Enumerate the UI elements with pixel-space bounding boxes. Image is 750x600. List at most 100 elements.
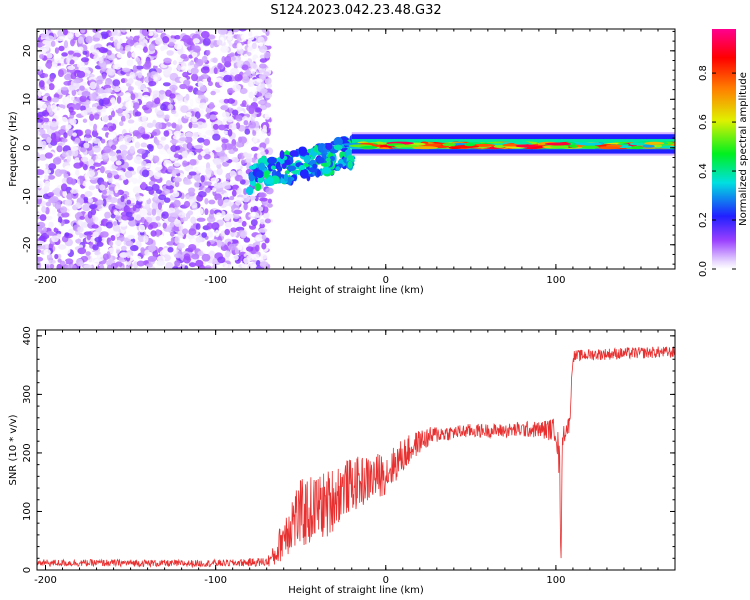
- heatmap-cell: [111, 110, 116, 118]
- heatmap-cell: [109, 240, 114, 247]
- heatmap-cell: [236, 187, 242, 195]
- heatmap-cell: [245, 186, 254, 196]
- heatmap-cell: [153, 64, 158, 70]
- heatmap-cell: [279, 150, 285, 160]
- heatmap-cell: [259, 197, 268, 202]
- heatmap-cell: [259, 261, 269, 268]
- heatmap-cell: [216, 39, 223, 46]
- heatmap-cell: [183, 180, 192, 185]
- heatmap-cell: [197, 190, 207, 198]
- heatmap-cell: [179, 83, 187, 90]
- heatmap-cell: [78, 232, 84, 239]
- spectrogram-y-axis: -20 -10 0 10 20: [22, 30, 675, 265]
- heatmap-cell: [37, 118, 44, 123]
- heatmap-cell: [84, 129, 92, 135]
- heatmap-cell: [173, 162, 181, 167]
- heatmap-cell: [52, 157, 62, 165]
- heatmap-cell: [167, 246, 174, 253]
- colorbar-tick-label: 0.0: [698, 261, 709, 277]
- heatmap-cell: [264, 92, 273, 99]
- heatmap-cell: [544, 142, 572, 146]
- heatmap-cell: [232, 254, 239, 261]
- heatmap-cell: [146, 144, 154, 150]
- heatmap-cell: [230, 227, 237, 233]
- heatmap-cell: [193, 173, 201, 182]
- heatmap-cell: [137, 84, 146, 91]
- heatmap-cell: [94, 236, 103, 243]
- heatmap-cell: [252, 97, 258, 102]
- heatmap-cell: [141, 153, 147, 160]
- heatmap-cell: [169, 93, 176, 99]
- heatmap-cell: [260, 253, 268, 260]
- heatmap-cell: [188, 171, 197, 176]
- heatmap-cell: [333, 144, 343, 151]
- spectrogram-y-tick-label: -10: [22, 188, 33, 204]
- heatmap-cell: [136, 179, 143, 184]
- heatmap-cell: [99, 250, 106, 256]
- heatmap-cell: [232, 84, 242, 92]
- heatmap-cell: [167, 215, 177, 223]
- heatmap-cell: [283, 173, 289, 182]
- heatmap-cell: [58, 45, 65, 52]
- heatmap-cell: [247, 39, 253, 47]
- heatmap-cell: [264, 111, 271, 120]
- heatmap-cell: [250, 262, 257, 269]
- heatmap-cell: [92, 244, 99, 251]
- heatmap-cell: [91, 106, 97, 114]
- heatmap-cell: [43, 83, 50, 91]
- heatmap-cell: [270, 165, 276, 170]
- heatmap-cell: [127, 234, 135, 240]
- heatmap-cell: [135, 65, 144, 70]
- heatmap-cell: [178, 211, 186, 219]
- heatmap-cell: [243, 257, 251, 264]
- heatmap-cell: [191, 73, 199, 82]
- heatmap-cell: [105, 221, 113, 229]
- heatmap-cell: [255, 260, 261, 267]
- heatmap-cell: [139, 231, 145, 236]
- heatmap-cell: [202, 38, 211, 46]
- heatmap-cell: [259, 147, 265, 152]
- heatmap-cell: [171, 122, 177, 129]
- heatmap-cell: [182, 34, 191, 43]
- heatmap-cell: [74, 137, 81, 144]
- heatmap-cell: [67, 50, 74, 55]
- heatmap-cell: [238, 29, 247, 32]
- heatmap-cell: [153, 172, 162, 180]
- heatmap-cell: [235, 115, 243, 122]
- heatmap-cell: [93, 54, 100, 62]
- heatmap-cell: [77, 226, 84, 233]
- heatmap-cell: [188, 187, 196, 194]
- heatmap-cell: [142, 94, 150, 100]
- heatmap-cell: [267, 198, 272, 204]
- heatmap-cell: [89, 93, 97, 101]
- heatmap-cell: [244, 128, 251, 135]
- heatmap-cell: [264, 177, 274, 185]
- heatmap-cell: [54, 58, 64, 64]
- heatmap-cell: [250, 211, 256, 217]
- heatmap-cell: [141, 133, 150, 139]
- heatmap-cell: [250, 219, 258, 227]
- heatmap-cell: [170, 30, 177, 36]
- heatmap-cell: [112, 224, 121, 232]
- heatmap-cell: [120, 245, 127, 251]
- heatmap-marks: [37, 29, 675, 269]
- heatmap-cell: [66, 32, 74, 39]
- heatmap-cell: [126, 199, 132, 205]
- heatmap-cell: [171, 169, 177, 178]
- heatmap-cell: [37, 227, 43, 233]
- heatmap-cell: [298, 164, 306, 170]
- heatmap-cell: [79, 81, 88, 86]
- heatmap-cell: [99, 166, 105, 174]
- heatmap-cell: [106, 228, 115, 235]
- heatmap-cell: [233, 209, 243, 215]
- heatmap-cell: [172, 60, 177, 66]
- heatmap-cell: [147, 224, 154, 230]
- heatmap-cell: [71, 89, 77, 97]
- heatmap-cell: [277, 166, 283, 172]
- heatmap-cell: [132, 130, 140, 137]
- heatmap-cell: [229, 230, 238, 237]
- heatmap-cell: [136, 260, 145, 267]
- heatmap-cell: [75, 169, 80, 176]
- heatmap-cell: [106, 172, 113, 179]
- heatmap-cell: [73, 162, 83, 169]
